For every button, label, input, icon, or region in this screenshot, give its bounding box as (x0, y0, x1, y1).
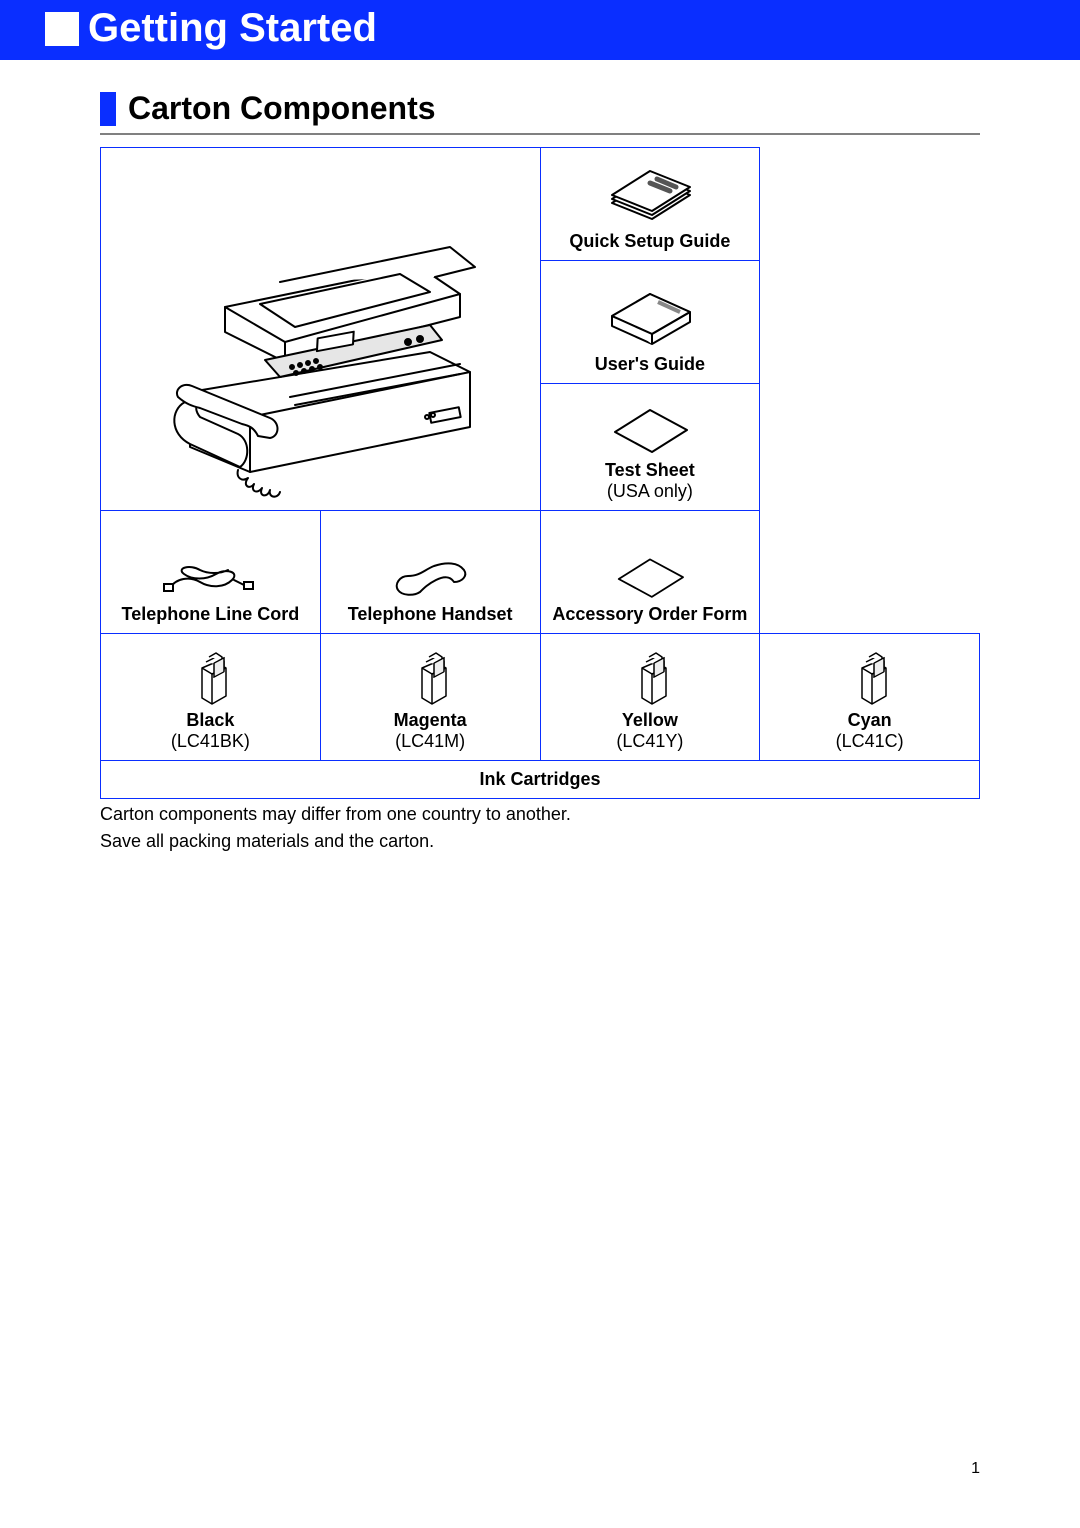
sheet-icon (605, 554, 695, 604)
cell-machine (101, 148, 541, 511)
ink-cartridge-icon (406, 648, 454, 710)
label-ink-black: Black (186, 710, 234, 730)
cell-ink-title: Ink Cartridges (101, 761, 980, 799)
label-quick-setup-guide: Quick Setup Guide (569, 231, 730, 251)
components-table: Quick Setup Guide User's Guide (100, 147, 980, 799)
label-test-sheet-sub: (USA only) (607, 481, 693, 501)
label-ink-magenta-code: (LC41M) (395, 731, 465, 751)
page-number: 1 (971, 1460, 980, 1478)
label-ink-yellow: Yellow (622, 710, 678, 730)
label-ink-cyan-code: (LC41C) (836, 731, 904, 751)
booklet-icon (600, 169, 700, 231)
machine-icon (130, 212, 510, 502)
footnote-2: Save all packing materials and the carto… (100, 830, 980, 853)
cell-users-guide: User's Guide (540, 261, 760, 384)
cell-ink-cyan: Cyan (LC41C) (760, 634, 980, 761)
cell-test-sheet: Test Sheet (USA only) (540, 384, 760, 511)
footnote-1: Carton components may differ from one co… (100, 803, 980, 826)
cell-ink-yellow: Yellow (LC41Y) (540, 634, 760, 761)
ink-cartridge-icon (626, 648, 674, 710)
label-ink-section: Ink Cartridges (479, 769, 600, 789)
subtitle-text: Carton Components (128, 90, 436, 127)
label-users-guide: User's Guide (595, 354, 705, 374)
sheet-icon (605, 404, 695, 460)
label-order-form: Accessory Order Form (552, 604, 747, 624)
ink-cartridge-icon (846, 648, 894, 710)
label-ink-black-code: (LC41BK) (171, 731, 250, 751)
label-handset: Telephone Handset (348, 604, 513, 624)
cell-phone-cord: Telephone Line Cord (101, 511, 321, 634)
handset-icon (380, 554, 480, 604)
page-title: Getting Started (88, 6, 377, 51)
label-test-sheet: Test Sheet (605, 460, 695, 480)
subtitle-rule (100, 133, 980, 135)
title-square (45, 12, 79, 46)
row-ink: Black (LC41BK) Magenta (LC41M) Yellow (L… (101, 634, 980, 761)
subtitle-square (100, 92, 116, 126)
label-phone-cord: Telephone Line Cord (122, 604, 300, 624)
cell-handset: Telephone Handset (320, 511, 540, 634)
cell-ink-magenta: Magenta (LC41M) (320, 634, 540, 761)
label-ink-cyan: Cyan (848, 710, 892, 730)
label-ink-yellow-code: (LC41Y) (616, 731, 683, 751)
book-icon (600, 288, 700, 354)
phone-cord-icon (150, 554, 270, 604)
ink-cartridge-icon (186, 648, 234, 710)
cell-quick-setup-guide: Quick Setup Guide (540, 148, 760, 261)
label-ink-magenta: Magenta (394, 710, 467, 730)
cell-order-form: Accessory Order Form (540, 511, 760, 634)
subtitle-row: Carton Components (100, 90, 980, 127)
cell-ink-black: Black (LC41BK) (101, 634, 321, 761)
